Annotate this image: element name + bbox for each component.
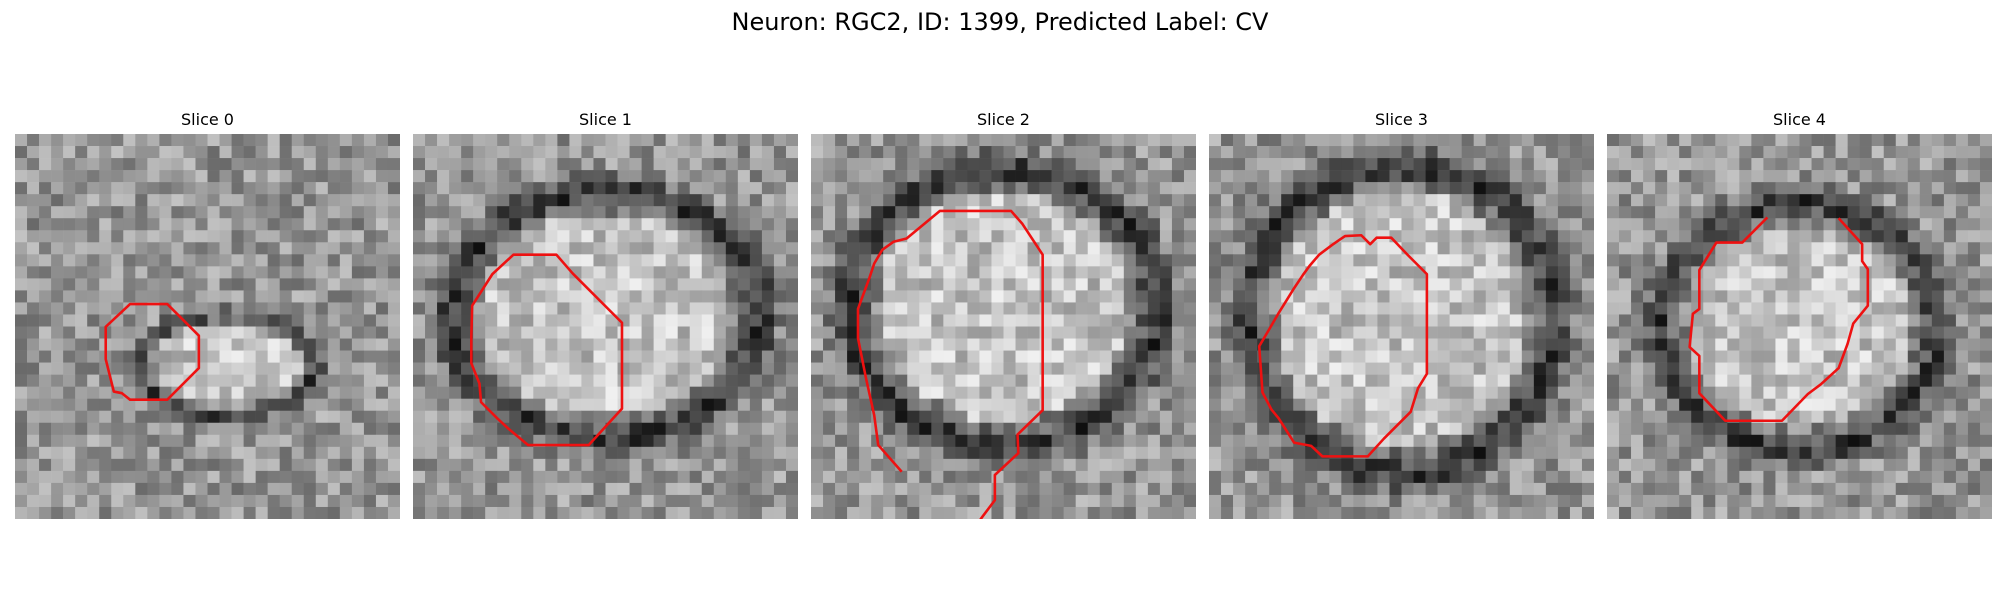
segmentation-contour-4: [1688, 216, 1870, 423]
slice-title-1: Slice 1: [579, 110, 632, 129]
slice-panel-4: Slice 4: [1607, 108, 1992, 519]
slice-image-4: [1607, 134, 1992, 519]
slice-image-3: [1209, 134, 1594, 519]
slice-title-4: Slice 4: [1773, 110, 1826, 129]
segmentation-contour-1: [470, 253, 624, 447]
slice-panel-2: Slice 2: [811, 108, 1196, 519]
slice-title-0: Slice 0: [181, 110, 234, 129]
slice-image-0: [15, 134, 400, 519]
slice-panel-3: Slice 3: [1209, 108, 1594, 519]
segmentation-contour-3: [1257, 233, 1429, 458]
slice-title-2: Slice 2: [977, 110, 1030, 129]
slice-title-3: Slice 3: [1375, 110, 1428, 129]
slice-image-1: [413, 134, 798, 519]
slice-panel-0: Slice 0: [15, 108, 400, 519]
slice-image-2: [811, 134, 1196, 519]
slice-panel-1: Slice 1: [413, 108, 798, 519]
segmentation-contour-0: [104, 302, 201, 401]
segmentation-contour-2: [856, 209, 1044, 519]
figure-title: Neuron: RGC2, ID: 1399, Predicted Label:…: [731, 8, 1269, 36]
